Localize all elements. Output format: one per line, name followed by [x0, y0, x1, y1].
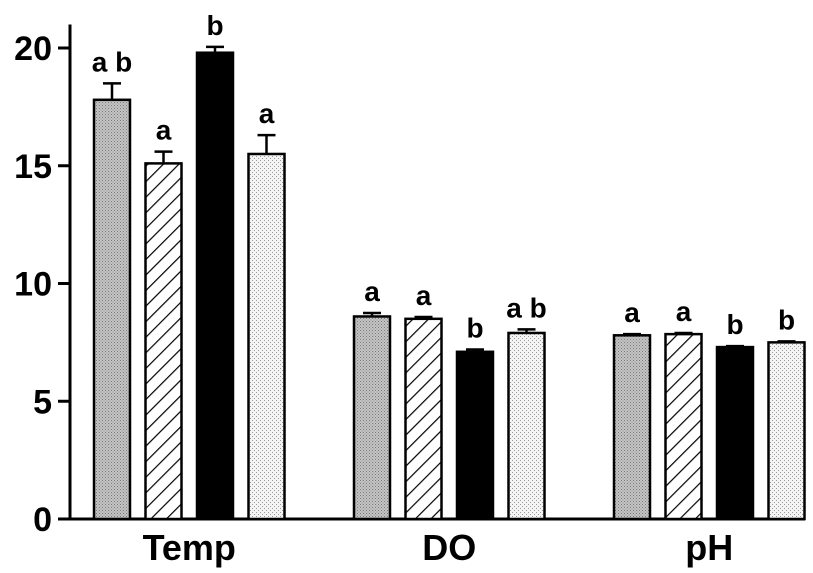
bar [247, 152, 286, 521]
significance-letter: b [778, 304, 795, 335]
significance-letter: a [416, 280, 432, 311]
bar [404, 317, 443, 521]
significance-letter: a [259, 98, 275, 129]
significance-letter: a [676, 296, 692, 327]
significance-letter: b [726, 309, 743, 340]
significance-letter: b [466, 312, 483, 343]
significance-letter: a [156, 115, 172, 146]
labels: 0 5 10 15 20 Temp DO pH a b a b a a a b a b a a b b [14, 10, 795, 568]
bar [507, 331, 546, 521]
y-tick-label: 0 [33, 501, 52, 539]
significance-letter: a [624, 297, 640, 328]
bar [612, 334, 652, 521]
y-tick-label: 15 [14, 148, 52, 186]
y-tick-label: 5 [33, 383, 52, 421]
x-category-label: pH [685, 527, 733, 568]
y-tick-label: 20 [14, 30, 52, 68]
bar [715, 345, 755, 521]
x-category-label: DO [422, 527, 476, 568]
y-tick-label: 10 [14, 266, 52, 304]
bar [352, 315, 392, 521]
significance-letter: a b [506, 292, 546, 323]
bar [664, 332, 703, 521]
bars [92, 45, 806, 521]
significance-letter: a b [92, 46, 132, 77]
bar [455, 350, 495, 521]
bar [195, 51, 235, 521]
significance-letter: a [364, 276, 380, 307]
x-category-label: Temp [143, 527, 236, 568]
significance-letter: b [206, 10, 223, 41]
bar [144, 162, 183, 521]
bar [767, 341, 806, 521]
bar [92, 98, 132, 521]
